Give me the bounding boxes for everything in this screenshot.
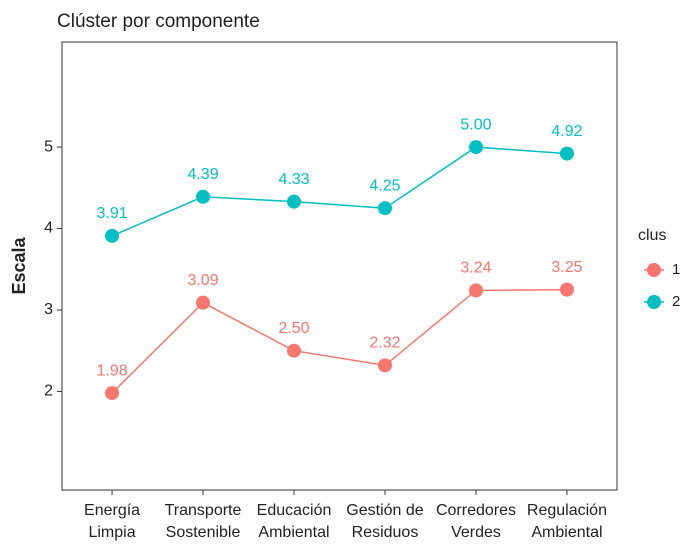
x-tick-label: Educación bbox=[257, 502, 332, 519]
data-label: 4.25 bbox=[369, 177, 400, 194]
data-label: 4.33 bbox=[278, 171, 309, 188]
y-tick-label: 2 bbox=[44, 383, 53, 400]
legend-label: 2 bbox=[672, 293, 680, 310]
legend-title: clus bbox=[638, 227, 666, 244]
x-tick-label: Sostenible bbox=[166, 524, 241, 541]
data-label: 3.09 bbox=[187, 272, 218, 289]
x-tick-label: Corredores bbox=[436, 502, 516, 519]
legend-marker bbox=[647, 263, 661, 277]
data-point bbox=[468, 283, 483, 298]
data-point bbox=[287, 343, 302, 358]
x-tick-label: Ambiental bbox=[531, 524, 602, 541]
data-point bbox=[559, 146, 574, 161]
data-label: 3.25 bbox=[551, 259, 582, 276]
x-tick-label: Verdes bbox=[451, 524, 501, 541]
data-label: 5.00 bbox=[460, 116, 491, 133]
y-tick-label: 4 bbox=[44, 220, 53, 237]
y-axis-label: Escala bbox=[9, 236, 29, 294]
plot-panel bbox=[61, 41, 618, 491]
data-label: 3.91 bbox=[96, 205, 127, 222]
data-label: 2.32 bbox=[369, 335, 400, 352]
y-tick-label: 3 bbox=[44, 301, 53, 318]
data-label: 2.50 bbox=[278, 320, 309, 337]
data-point bbox=[105, 386, 120, 401]
data-label: 4.39 bbox=[187, 166, 218, 183]
data-label: 3.24 bbox=[460, 260, 491, 277]
series-line bbox=[111, 288, 567, 394]
data-point bbox=[196, 189, 211, 204]
data-point bbox=[377, 201, 392, 216]
data-point bbox=[287, 194, 302, 209]
data-label: 4.92 bbox=[551, 123, 582, 140]
x-tick-label: Regulación bbox=[527, 502, 607, 519]
legend-label: 1 bbox=[672, 261, 680, 278]
x-tick-label: Limpia bbox=[88, 524, 135, 541]
y-tick-label: 5 bbox=[44, 138, 53, 155]
data-point bbox=[196, 295, 211, 310]
series-line bbox=[111, 146, 568, 237]
chart-title: Clúster por componente bbox=[57, 11, 260, 32]
x-tick-label: Gestión de bbox=[346, 502, 423, 519]
x-tick-label: Residuos bbox=[352, 524, 419, 541]
x-tick-label: Ambiental bbox=[258, 524, 329, 541]
data-label: 1.98 bbox=[96, 362, 127, 379]
legend-marker bbox=[647, 295, 661, 309]
data-point bbox=[559, 282, 574, 297]
data-point bbox=[105, 228, 120, 243]
x-tick-label: Transporte bbox=[165, 502, 242, 519]
data-point bbox=[377, 358, 392, 373]
data-point bbox=[468, 140, 483, 155]
x-tick-label: Energía bbox=[84, 502, 140, 519]
